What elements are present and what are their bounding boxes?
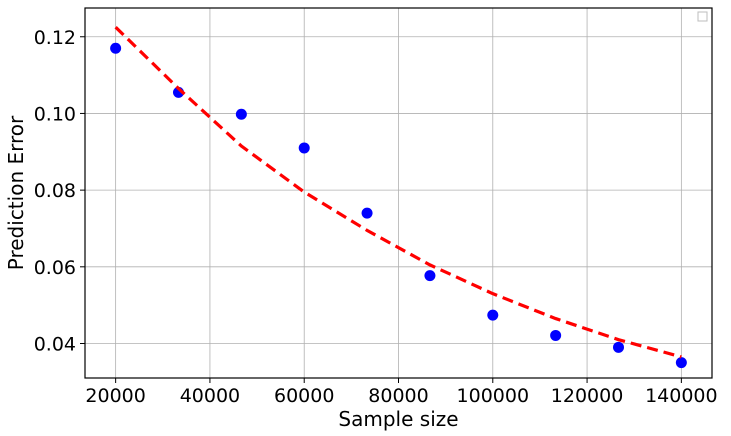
data-point <box>613 341 625 353</box>
plot-series <box>110 26 687 369</box>
y-tick-label: 0.08 <box>34 180 76 202</box>
grid <box>85 8 712 378</box>
data-point <box>550 329 562 341</box>
x-tick-label: 100000 <box>457 385 530 407</box>
axis-ticks: 20000 40000 60000 80000 100000 120000 140000 0.… <box>34 27 718 407</box>
y-axis-title: Prediction Error <box>4 115 28 270</box>
x-tick-label: 60000 <box>274 385 334 407</box>
data-point <box>675 357 687 369</box>
data-point <box>110 42 122 54</box>
data-point <box>298 142 310 154</box>
y-tick-label: 0.10 <box>34 103 76 125</box>
data-point <box>361 207 373 219</box>
x-tick-label: 20000 <box>85 385 145 407</box>
y-tick-label: 0.04 <box>34 333 76 355</box>
data-point <box>235 108 247 120</box>
x-tick-label: 80000 <box>368 385 428 407</box>
x-tick-label: 140000 <box>645 385 718 407</box>
y-tick-label: 0.12 <box>34 27 76 49</box>
data-point <box>487 309 499 321</box>
legend-box <box>697 11 708 22</box>
x-axis-title: Sample size <box>338 407 458 431</box>
fit-line <box>114 26 682 359</box>
data-point <box>424 270 436 282</box>
y-tick-label: 0.06 <box>34 257 76 279</box>
x-tick-label: 40000 <box>180 385 240 407</box>
x-tick-label: 120000 <box>551 385 624 407</box>
